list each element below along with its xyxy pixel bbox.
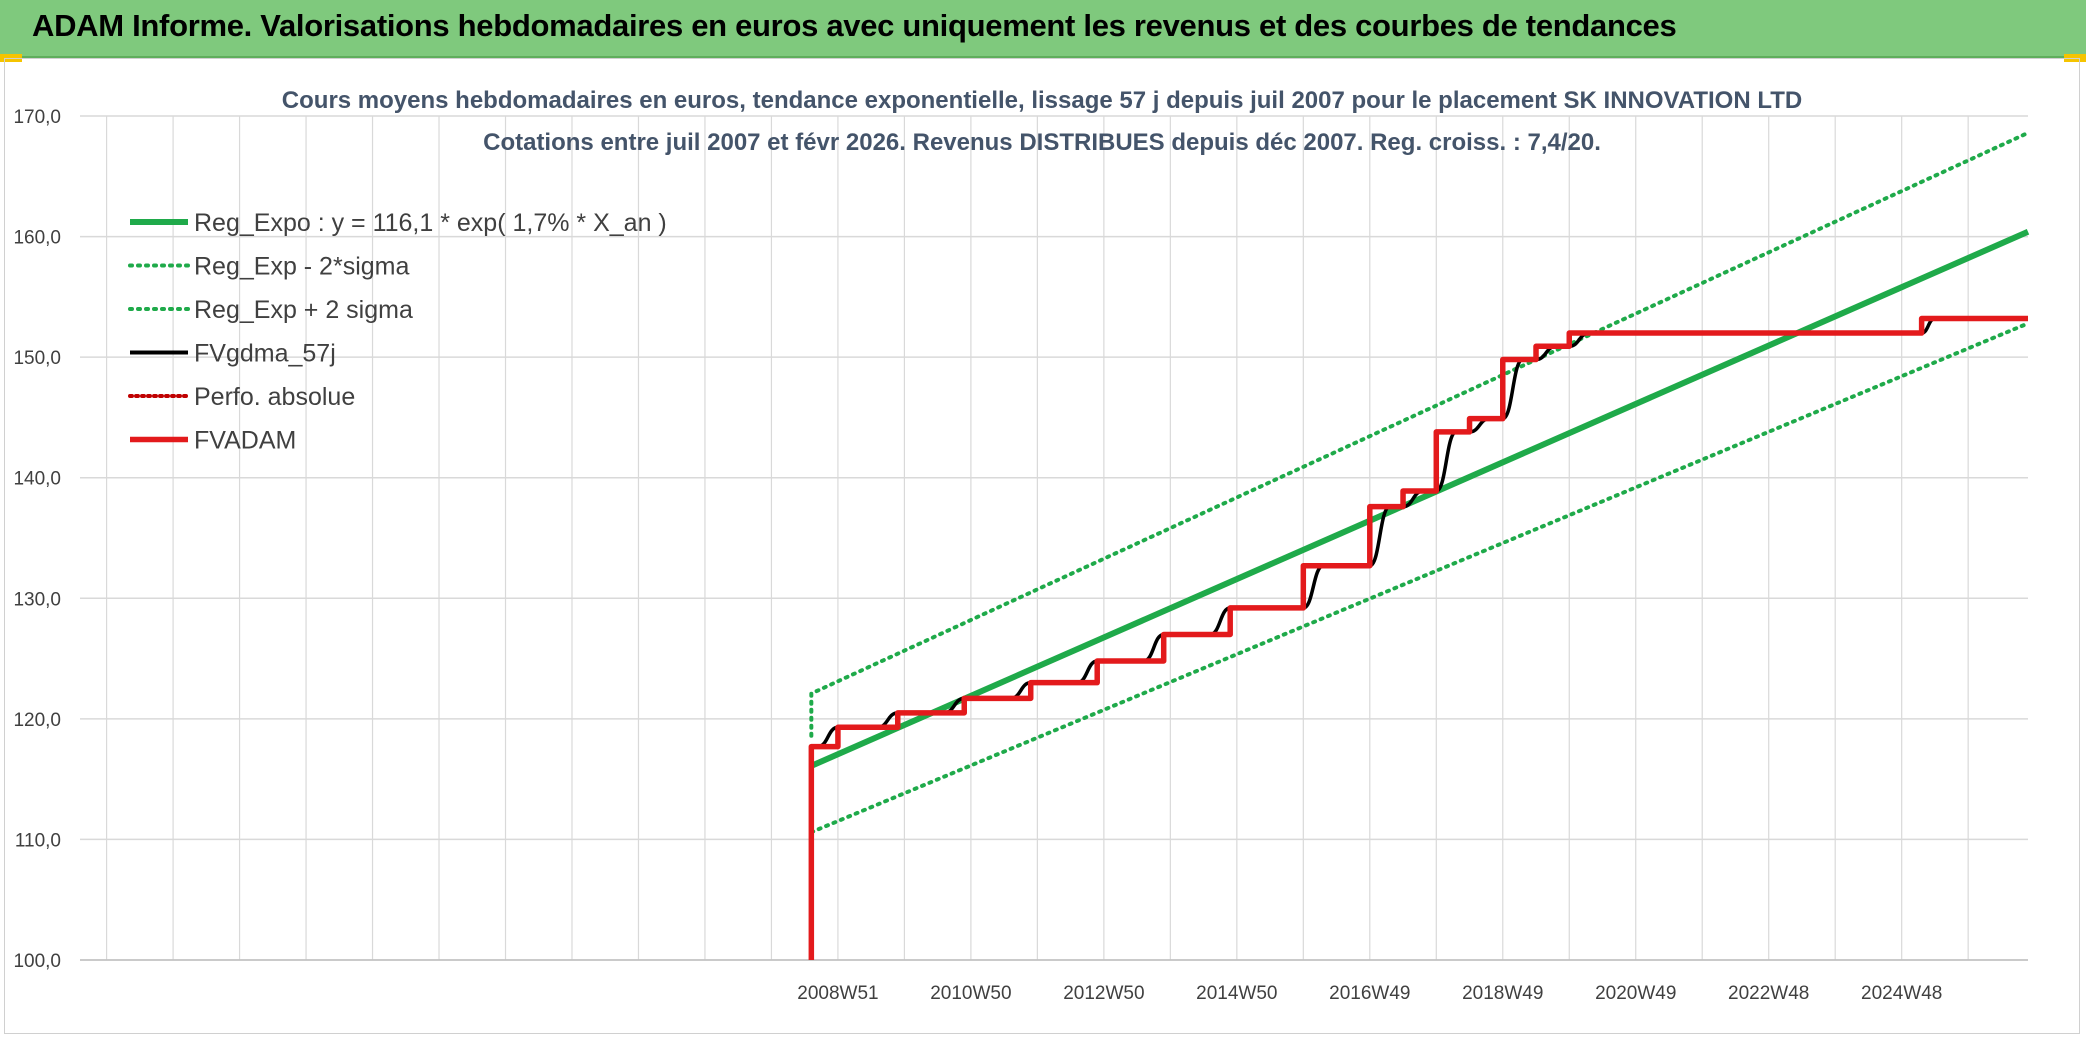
legend-label: FVADAM <box>194 427 296 455</box>
series-line-0 <box>810 229 2030 769</box>
x-tick-label: 2020W49 <box>1595 983 1676 1004</box>
header-title: ADAM Informe. Valorisations hebdomadaire… <box>32 8 1677 43</box>
line-chart: Cours moyens hebdomadaires en euros, ten… <box>13 87 2030 1004</box>
y-tick-label: 170,0 <box>13 107 61 128</box>
x-tick-label: 2018W49 <box>1462 983 1543 1004</box>
y-tick-label: 160,0 <box>13 228 61 249</box>
chart-title-line2: Cotations entre juil 2007 et févr 2026. … <box>483 129 1601 156</box>
x-tick-label: 2014W50 <box>1196 983 1277 1004</box>
y-tick-label: 120,0 <box>13 710 61 731</box>
y-tick-label: 130,0 <box>13 589 61 610</box>
series-line-5 <box>808 315 2028 960</box>
y-tick-label: 140,0 <box>13 469 61 490</box>
x-tick-label: 2012W50 <box>1063 983 1144 1004</box>
chart-frame <box>4 58 2080 1034</box>
series-line-2 <box>809 130 2030 738</box>
x-axis-ticks: 2008W51 2010W50 2012W50 2014W50 2016W49 2018W… <box>797 983 1942 1004</box>
x-tick-label: 2016W49 <box>1329 983 1410 1004</box>
legend-label: Reg_Expo : y = 116,1 * exp( 1,7% * X_an … <box>194 209 667 237</box>
x-tick-label: 2010W50 <box>930 983 1011 1004</box>
y-tick-label: 100,0 <box>13 951 61 972</box>
grid-layer <box>80 115 2028 961</box>
legend-label: Reg_Exp - 2*sigma <box>194 253 409 281</box>
y-tick-label: 110,0 <box>15 830 61 851</box>
series-line-3 <box>811 316 2028 749</box>
legend-label: Perfo. absolue <box>194 383 355 411</box>
header-banner: ADAM Informe. Valorisations hebdomadaire… <box>0 0 2086 58</box>
series-layer <box>808 130 2030 960</box>
x-tick-label: 2008W51 <box>797 983 878 1004</box>
x-tick-label: 2022W48 <box>1728 983 1809 1004</box>
y-axis-ticks: 100,0 110,0 120,0 130,0 140,0 150,0 160,0 170,0 <box>13 107 61 972</box>
series-line-1 <box>809 321 2030 835</box>
chart-title-line1: Cours moyens hebdomadaires en euros, ten… <box>282 87 1802 114</box>
x-tick-label: 2024W48 <box>1861 983 1942 1004</box>
legend-label: FVgdma_57j <box>194 340 336 368</box>
y-tick-label: 150,0 <box>13 348 61 369</box>
legend: Reg_Expo : y = 116,1 * exp( 1,7% * X_an … <box>128 209 667 455</box>
legend-label: Reg_Exp + 2 sigma <box>194 296 413 324</box>
